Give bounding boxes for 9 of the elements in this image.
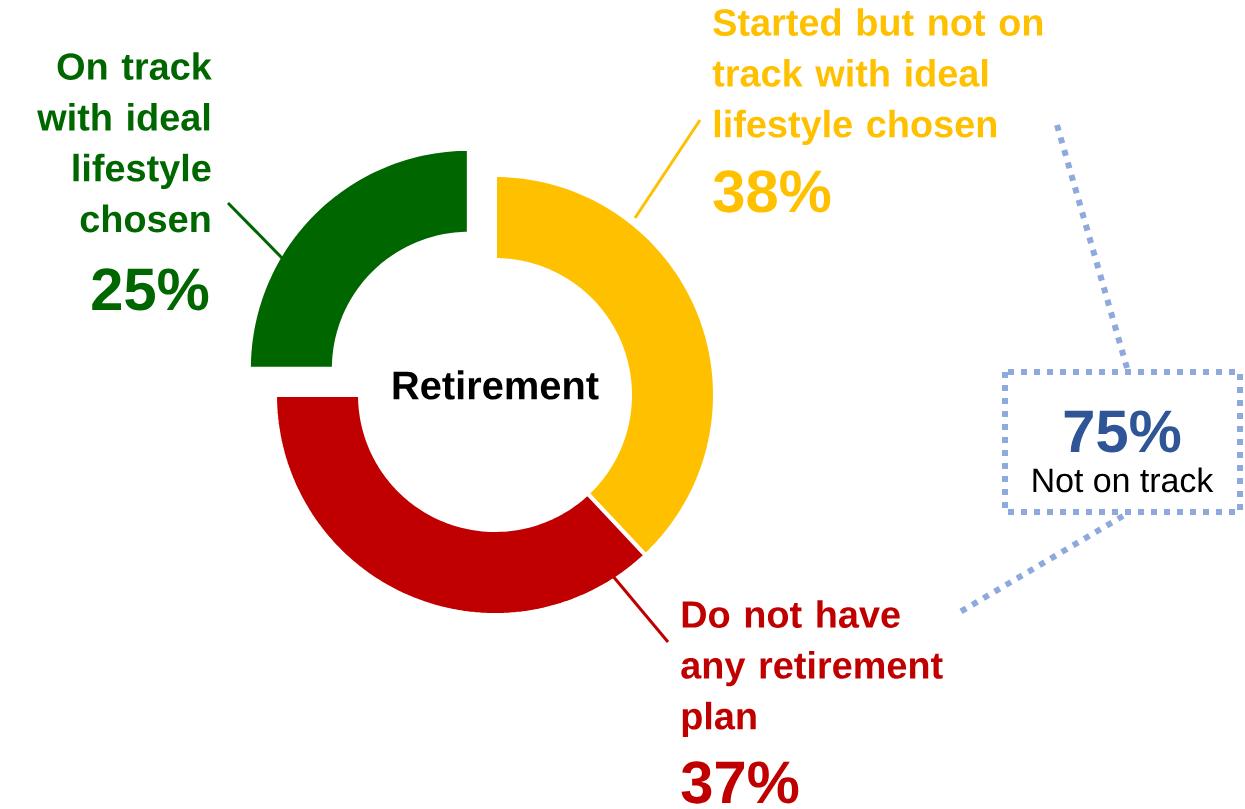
text: Retirement: [393, 370, 599, 400]
text: 75%: [1064, 410, 1181, 453]
slice-label: On track with ideal lifestyle chosen: [37, 52, 212, 233]
text: Not on track: [1033, 467, 1214, 493]
data-label: 25%: [92, 268, 209, 311]
data-label: 37%: [681, 761, 799, 804]
slice-label: Do not have any retirement plan: [681, 600, 943, 738]
slice-label: Started but not on track with ideal lifestyle chosen: [712, 8, 1043, 146]
data-label: 38%: [713, 170, 831, 213]
